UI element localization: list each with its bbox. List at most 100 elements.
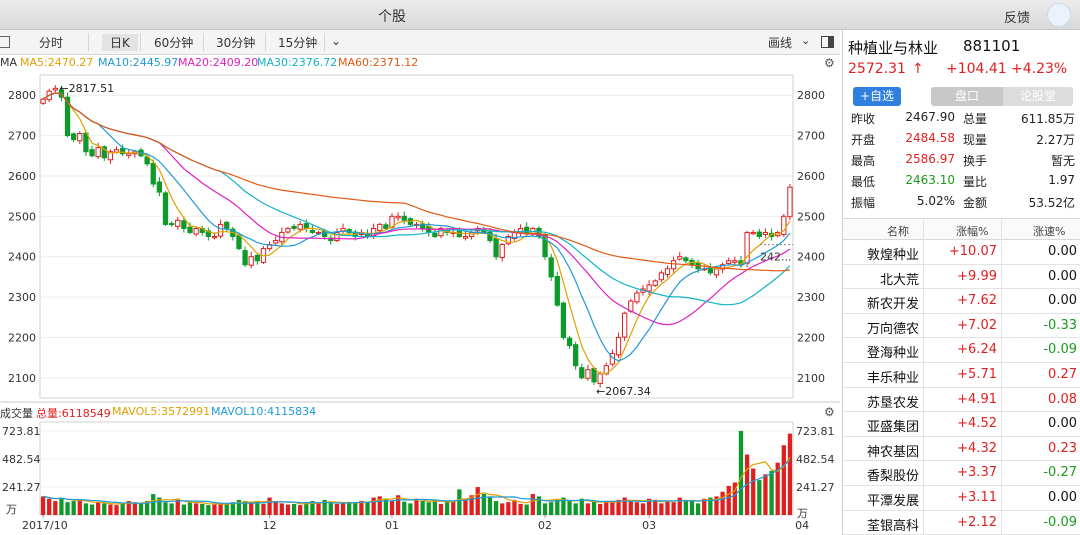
candle-body [670,260,677,270]
volume-bar [781,445,786,515]
draw-line-button[interactable]: 画线 [768,36,793,50]
volume-bar [96,502,101,515]
stock-name-cell: 亚盛集团 [866,420,919,436]
candle-body [40,98,46,104]
volume-bar [665,501,670,515]
volume-bar [420,501,425,515]
volume-unit: 万 [797,507,808,520]
gear-icon[interactable]: ⚙ [824,405,835,419]
volume-bar [255,501,260,515]
candle-body [77,133,83,142]
price-tick-label: 2300 [797,291,825,304]
candle-body [787,186,793,218]
low-annotation: ←2067.34 [596,385,651,398]
layout-toggle-icon[interactable] [821,36,834,48]
divider [140,33,141,51]
candle-body [462,236,469,239]
table-row[interactable]: 北大荒 +9.99 0.00 [843,265,1080,290]
ma-line [42,92,790,272]
candle-body [236,235,242,250]
candle-body [646,284,652,292]
candle-body [585,369,591,379]
quote-panel: 种植业与林业 881101 2572.31 ↑ +104.41 +4.23% +… [842,30,1080,535]
table-row[interactable]: 万向德农 +7.02 -0.33 [843,314,1080,339]
add-watchlist-button[interactable]: +自选 [853,87,901,106]
volume-bar [114,505,119,515]
stat-value: 611.85万 [1021,112,1075,126]
volume-bar [359,501,364,515]
candle-body [438,227,444,237]
stat-item: 金额 53.52亿 [963,194,1075,214]
stock-code: 881101 [963,37,1021,55]
stock-name-cell: 万向德农 [866,321,919,337]
table-row[interactable]: 敦煌种业 +10.07 0.00 [843,240,1080,265]
candle-body [487,231,493,242]
table-row[interactable]: 苏垦农发 +4.91 0.08 [843,388,1080,413]
volume-bar [126,501,131,515]
price-tick-label: 2600 [8,170,36,183]
feedback-link[interactable]: 反馈 [1004,11,1031,26]
volume-bar [689,501,695,515]
kline-chart[interactable]: 2100 2100 2200 2200 2300 2300 2400 2400 2500 2500… [0,55,840,535]
candle-body [101,146,107,159]
table-row[interactable]: 平潭发展 +3.11 0.00 [843,486,1080,511]
speed-cell: 0.08 [1048,391,1077,407]
high-annotation: ←2817.51 [59,82,114,95]
ma5-label: MA5:2470.27 [20,56,94,69]
table-row[interactable]: 荃银高科 +2.12 -0.09 [843,511,1080,535]
title-bar: 个股 反馈 [0,0,1080,30]
volume-bar [567,501,572,515]
volume-bar [426,502,431,515]
stat-label: 最低 [851,175,876,189]
candle-body [493,238,499,258]
tab-30min[interactable]: 30分钟 [216,36,256,50]
table-row[interactable]: 亚盛集团 +4.52 0.00 [843,412,1080,437]
window-title: 个股 [378,9,406,25]
volume-bar [181,504,187,515]
price-tick-label: 2700 [8,130,36,143]
candle-body [401,215,407,221]
table-row[interactable]: 香梨股份 +3.37 -0.27 [843,461,1080,486]
tab-forum[interactable]: 论股堂 [1003,87,1073,106]
volume-bar [285,504,291,515]
candle-body [156,181,163,193]
volume-bar [347,502,352,515]
table-row[interactable]: 新农开发 +7.62 0.00 [843,289,1080,314]
gear-icon[interactable]: ⚙ [824,56,835,70]
col-change-pct[interactable]: 涨幅% [956,225,989,238]
candle-body [162,192,169,225]
volume-bar [683,499,689,515]
change-pct-cell: +5.71 [957,367,997,382]
chevron-down-icon[interactable]: ⌄ [801,34,811,47]
tab-order-book[interactable]: 盘口 [931,87,1003,106]
tab-daily-k[interactable]: 日K [102,34,138,51]
volume-bar [475,487,480,515]
stat-value: 2463.10 [905,173,955,187]
candle-body [707,267,713,274]
price-tick-label: 2300 [8,291,36,304]
chevron-down-icon[interactable]: ⌄ [331,34,342,48]
stock-name-cell: 神农基因 [866,444,919,460]
col-speed[interactable]: 涨速% [1033,225,1066,238]
tab-intraday[interactable]: 分时 [39,36,64,50]
volume-bar [151,494,156,515]
tab-60min[interactable]: 60分钟 [154,36,194,50]
volume-bar [71,501,76,515]
table-row[interactable]: 丰乐种业 +5.71 0.27 [843,363,1080,388]
table-row[interactable]: 神农基因 +4.32 0.23 [843,437,1080,462]
mavol-line [42,459,791,505]
volume-bar [77,499,82,515]
table-row[interactable]: 登海种业 +6.24 -0.09 [843,338,1080,363]
volume-bar [193,503,199,515]
stat-item: 振幅 5.02% [851,194,955,214]
tab-15min[interactable]: 15分钟 [278,36,318,50]
candle-body [126,153,132,156]
user-avatar[interactable] [1047,3,1071,27]
stock-name-cell: 丰乐种业 [866,371,919,386]
panel-toggle-icon[interactable] [0,36,10,48]
volume-bar [230,502,235,515]
col-name[interactable]: 名称 [887,225,909,238]
volume-bar [775,462,780,515]
candle-body [505,236,511,245]
volume-bar [169,503,174,515]
